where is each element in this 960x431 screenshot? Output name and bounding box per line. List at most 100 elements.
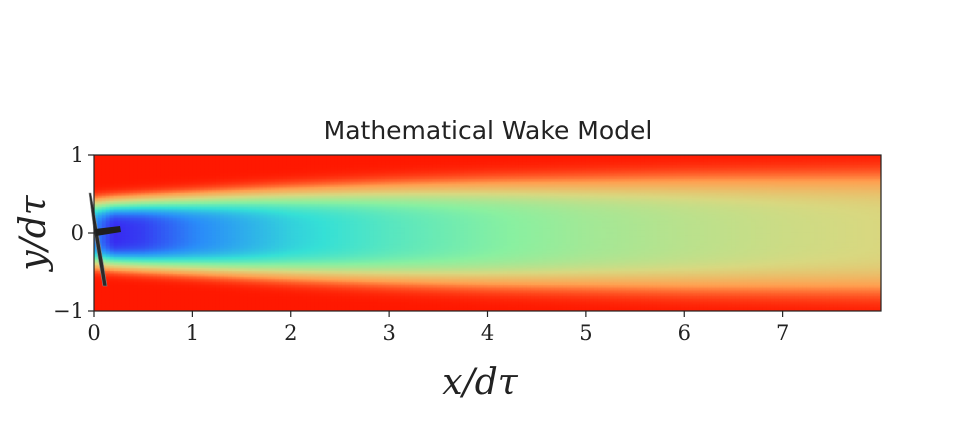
heatmap-cell [215,187,221,190]
heatmap-cell [149,300,154,303]
heatmap-cell [149,211,154,214]
heatmap-cell [105,204,111,208]
heatmap-cell [196,279,201,282]
heatmap-cell [129,267,134,270]
heatmap-cell [196,268,201,272]
heatmap-cell [156,279,162,282]
heatmap-cell [231,176,237,179]
heatmap-cell [208,250,213,253]
heatmap-cell [239,296,245,300]
heatmap-cell [125,201,131,204]
heatmap-cell [184,253,190,256]
heatmap-cell [219,289,225,292]
heatmap-cell [247,223,253,226]
heatmap-cell [196,173,201,176]
heatmap-cell [180,195,186,198]
heatmap-cell [153,215,158,218]
heatmap-cell [255,261,260,264]
heatmap-cell [176,243,182,247]
heatmap-cell [101,158,107,161]
heatmap-cell [196,256,201,259]
heatmap-cell [208,172,213,175]
heatmap-cell [172,158,178,161]
heatmap-cell [149,281,154,284]
heatmap-cell [149,261,154,264]
heatmap-cell [149,164,154,167]
heatmap-cell [219,222,225,225]
heatmap-cell [192,203,197,206]
heatmap-cell [192,223,197,226]
heatmap-cell [215,270,221,273]
heatmap-cell [168,231,174,234]
heatmap-cell [231,209,237,212]
heatmap-cell [137,242,142,245]
heatmap-cell [156,222,162,225]
heatmap-cell [219,270,225,273]
heatmap-cell [133,233,138,236]
heatmap-cell [133,169,138,172]
heatmap-cell [192,300,197,303]
heatmap-cell [235,248,241,251]
heatmap-cell [168,286,174,289]
heatmap-cell [168,229,174,233]
heatmap-cell [180,239,186,242]
heatmap-cell [156,195,162,198]
heatmap-cell [97,165,103,169]
heatmap-cell [172,161,178,164]
heatmap-cell [227,236,233,239]
heatmap-cell [117,242,123,245]
heatmap-cell [231,184,237,187]
heatmap-cell [137,197,142,200]
heatmap-cell [176,298,182,301]
heatmap-cell [133,293,138,296]
heatmap-cell [243,206,249,209]
heatmap-cell [239,175,245,178]
heatmap-cell [97,270,103,273]
heatmap-cell [105,189,111,192]
heatmap-cell [149,250,154,253]
heatmap-cell [141,220,146,223]
heatmap-cell [239,161,245,164]
heatmap-cell [251,261,256,264]
heatmap-cell [180,286,186,289]
heatmap-cell [97,300,103,303]
heatmap-cell [129,208,134,211]
heatmap-cell [196,295,201,298]
heatmap-cell [156,187,162,190]
heatmap-cell [255,268,260,272]
heatmap-cell [231,247,237,250]
heatmap-cell [141,295,146,298]
heatmap-cell [105,217,111,220]
heatmap-cell [180,194,186,197]
heatmap-cell [251,282,256,286]
heatmap-cell [133,245,138,248]
heatmap-cell [168,192,174,195]
heatmap-cell [160,165,166,169]
heatmap-cell [184,170,190,173]
heatmap-cell [215,184,221,187]
heatmap-cell [172,293,178,296]
heatmap-cell [239,159,245,162]
heatmap-cell [117,208,123,211]
heatmap-cell [196,273,201,276]
heatmap-cell [251,156,256,159]
heatmap-cell [121,165,127,169]
heatmap-cell [156,165,162,169]
heatmap-cell [184,300,190,303]
heatmap-cell [192,169,197,172]
heatmap-cell [160,256,166,259]
heatmap-cell [117,197,123,200]
heatmap-cell [247,187,253,190]
heatmap-cell [129,156,134,159]
heatmap-cell [141,296,146,300]
heatmap-cell [184,186,190,189]
heatmap-cell [121,226,127,229]
heatmap-cell [251,223,256,226]
heatmap-cell [235,261,241,264]
heatmap-cell [239,162,245,165]
heatmap-cell [137,257,142,261]
heatmap-cell [113,217,119,220]
heatmap-cell [235,301,241,304]
heatmap-cell [101,293,107,296]
heatmap-cell [141,264,146,267]
